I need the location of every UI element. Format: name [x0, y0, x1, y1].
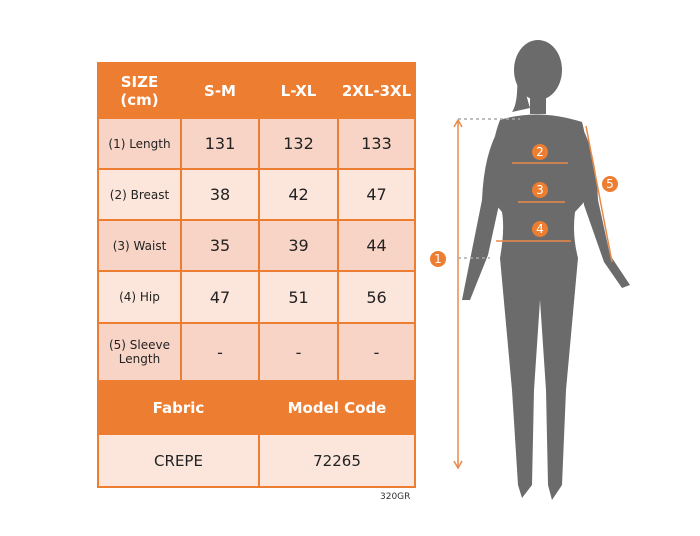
- size-2xl-3xl: 2XL-3XL: [337, 62, 416, 119]
- size-header: SIZE (cm): [97, 62, 182, 119]
- svg-text:1: 1: [434, 252, 442, 266]
- svg-text:2: 2: [536, 145, 544, 159]
- svg-text:5: 5: [606, 177, 614, 191]
- marker-4: 4: [532, 221, 548, 237]
- fabric-header: Fabric: [97, 380, 260, 435]
- svg-text:4: 4: [536, 222, 544, 236]
- marker-2: 2: [532, 144, 548, 160]
- table-row: (3) Waist 35 39 44: [97, 219, 416, 272]
- table-row: (4) Hip 47 51 56: [97, 270, 416, 324]
- table-row: (1) Length 131 132 133: [97, 117, 416, 170]
- size-l-xl: L-XL: [258, 62, 339, 119]
- woman-silhouette: [462, 40, 630, 500]
- marker-5: 5: [602, 176, 618, 192]
- svg-text:3: 3: [536, 183, 544, 197]
- model-code-header: Model Code: [258, 380, 416, 435]
- weight-code: 320GR: [380, 492, 411, 502]
- size-chart-table: SIZE (cm) S-M L-XL 2XL-3XL (1) Length 131…: [97, 62, 416, 488]
- marker-3: 3: [532, 182, 548, 198]
- fabric-value: CREPE: [97, 433, 260, 488]
- marker-1: 1: [430, 251, 446, 267]
- table-row: (5) Sleeve Length - - -: [97, 322, 416, 382]
- model-code-value: 72265: [258, 433, 416, 488]
- table-row: (2) Breast 38 42 47: [97, 168, 416, 221]
- size-s-m: S-M: [180, 62, 260, 119]
